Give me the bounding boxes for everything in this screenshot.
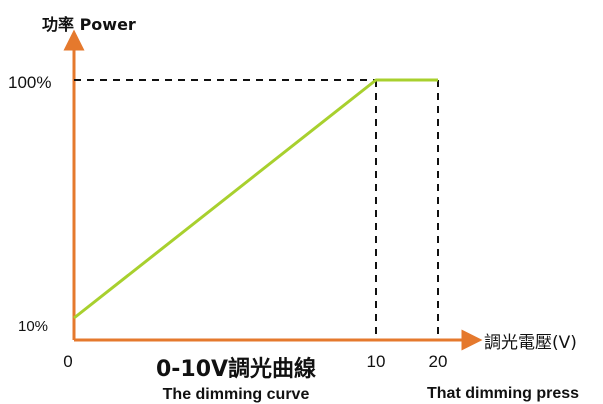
chart-subtitle: The dimming curve: [163, 386, 310, 403]
dimming-curve-line: [73, 78, 438, 320]
x-tick-0: 0: [63, 352, 72, 371]
x-axis-label: 調光電壓(V): [484, 333, 577, 353]
y-axis-label: 功率 Power: [42, 15, 136, 34]
x-axis-secondary-label: That dimming press: [427, 385, 579, 402]
x-tick-20: 20: [429, 352, 448, 371]
series-layer: [73, 78, 438, 320]
y-tick-10: 10%: [18, 318, 48, 335]
chart-title: 0-10V調光曲線: [156, 356, 316, 382]
guide-lines: [74, 79, 439, 340]
y-tick-100: 100%: [8, 73, 51, 92]
x-tick-10: 10: [367, 352, 386, 371]
